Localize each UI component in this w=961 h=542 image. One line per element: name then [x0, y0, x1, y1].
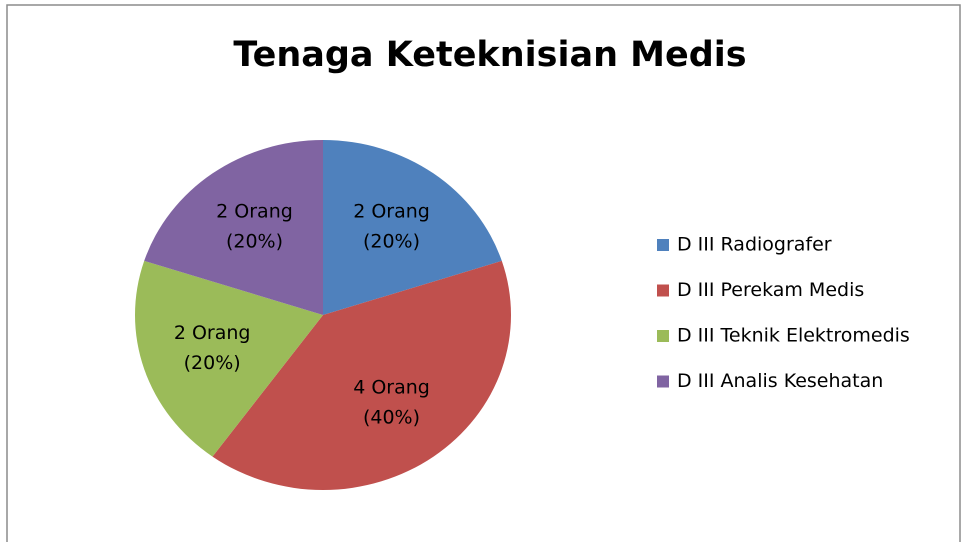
data-label: 2 Orang [216, 201, 293, 223]
data-label: (20%) [363, 231, 420, 253]
pie-slice [135, 260, 323, 457]
pie-slice [212, 260, 511, 490]
legend-swatch [657, 330, 669, 342]
data-label: 2 Orang [353, 201, 430, 223]
legend-label: D III Teknik Elektromedis [677, 325, 910, 347]
legend-swatch [657, 239, 669, 251]
chart-title: Tenaga Keteknisian Medis [233, 35, 746, 75]
legend-label: D III Analis Kesehatan [677, 370, 883, 392]
data-label: (20%) [226, 231, 283, 253]
legend-swatch [657, 375, 669, 388]
legend-label: D III Radiografer [677, 234, 832, 256]
legend-swatch [657, 284, 669, 297]
legend-label: D III Perekam Medis [677, 279, 864, 301]
data-label: 2 Orang [174, 322, 251, 344]
pie-slice [144, 139, 323, 315]
data-label: (40%) [363, 406, 420, 428]
pie-slice [323, 140, 502, 315]
data-label: 4 Orang [353, 376, 430, 398]
data-label: (20%) [184, 352, 241, 374]
